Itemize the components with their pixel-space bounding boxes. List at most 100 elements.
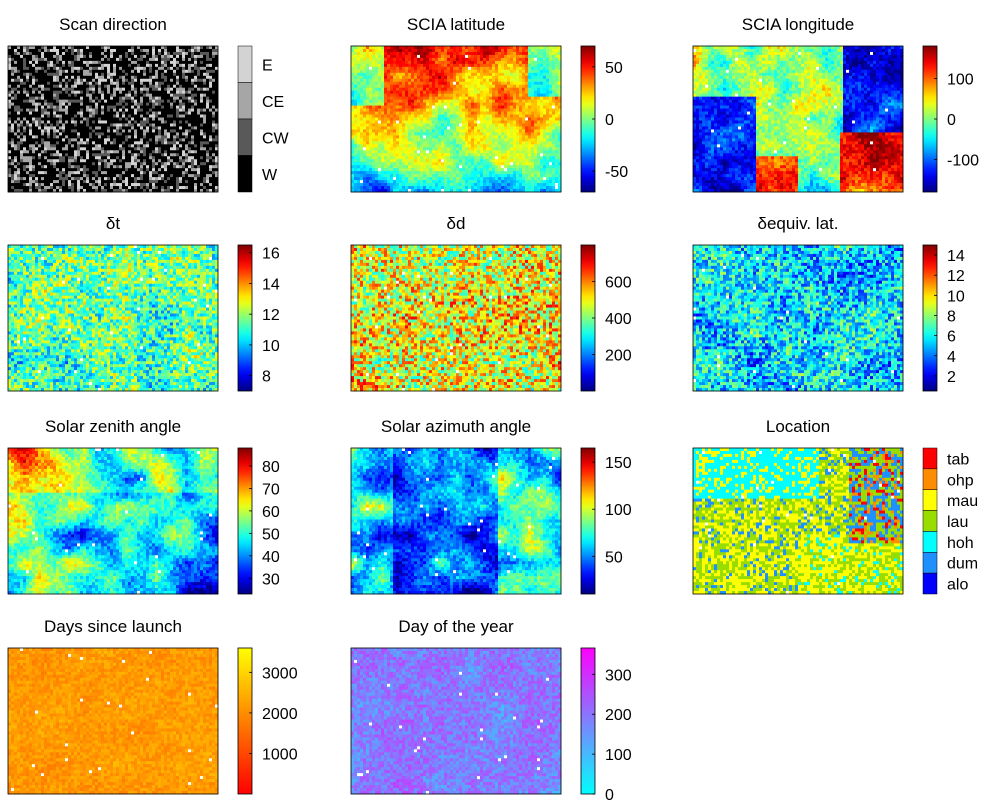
panel-solar-azimuth-angle: Solar azimuth angle 50 100 150 [351,417,632,594]
colorbar-category-swatch [923,511,937,532]
colorbar-category-label: hoh [947,535,974,552]
panel-location: Location tab ohp mau lau hoh dum alo [693,417,978,594]
colorbar-tick-label: 0 [605,112,614,129]
colorbar: 0 100 200 300 [581,648,632,800]
colorbar-category-label: lau [947,514,968,531]
colorbar-tick-label: 40 [262,549,280,566]
colorbar-tick-label: 8 [947,308,956,325]
colorbar-tick-label: 200 [605,707,632,724]
colorbar-gradient [923,245,937,391]
heatmap [351,648,561,794]
colorbar: tab ohp mau lau hoh dum alo [923,448,978,594]
colorbar-category-label: CW [262,130,290,147]
colorbar: 8 10 12 14 16 [238,245,280,391]
colorbar-tick-label: 2 [947,369,956,386]
colorbar-tick-label: 3000 [262,665,298,682]
panel-title: SCIA longitude [742,15,854,34]
colorbar-category-swatch [238,119,252,156]
colorbar-tick-label: 80 [262,459,280,476]
heatmap [8,46,218,192]
panel-title: Solar azimuth angle [381,417,531,436]
colorbar-tick-label: 10 [262,338,280,355]
panel-title: δequiv. lat. [758,214,839,233]
colorbar-tick-label: 50 [605,549,623,566]
colorbar-tick-label: 16 [262,246,280,263]
colorbar-tick-label: 12 [947,268,965,285]
colorbar-tick-label: 200 [605,348,632,365]
panel-title: δd [447,214,466,233]
panel-title: Scan direction [59,15,167,34]
colorbar-category-label: alo [947,577,968,594]
colorbar-category-swatch [238,46,252,83]
colorbar-category-swatch [923,531,937,552]
colorbar-tick-label: 600 [605,275,632,292]
colorbar-category-label: tab [947,451,969,468]
colorbar-tick-label: 60 [262,504,280,521]
panel-title: Solar zenith angle [45,417,181,436]
colorbar: 30 40 50 60 70 80 [238,448,280,594]
colorbar-category-label: ohp [947,472,974,489]
colorbar-tick-label: 12 [262,307,280,324]
colorbar-tick-label: 300 [605,667,632,684]
panel-day-of-the-year: Day of the year 0 100 200 300 [351,617,632,800]
panel-solar-zenith-angle: Solar zenith angle 30 40 50 60 70 80 [8,417,280,594]
colorbar-tick-label: 150 [605,455,632,472]
panel-title: Location [766,417,830,436]
heatmap [693,245,903,391]
colorbar-tick-label: 50 [605,60,623,77]
colorbar-category-swatch [923,490,937,511]
colorbar-category-swatch [238,83,252,120]
colorbar-tick-label: 50 [262,526,280,543]
panel-title: SCIA latitude [407,15,505,34]
colorbar-tick-label: -50 [605,164,628,181]
panel-scia-latitude: SCIA latitude -50 0 50 [351,15,628,192]
colorbar-gradient [581,648,595,794]
panel-delta-t: δt 8 10 12 14 16 [8,214,280,391]
colorbar-tick-label: 0 [605,787,614,800]
panel-title: δt [106,214,120,233]
colorbar-gradient [238,245,252,391]
colorbar-tick-label: 30 [262,571,280,588]
colorbar-tick-label: 100 [605,747,632,764]
colorbar-tick-label: 14 [262,276,280,293]
colorbar-tick-label: 4 [947,349,956,366]
colorbar-tick-label: 100 [605,502,632,519]
heatmap [351,448,561,594]
colorbar-category-label: W [262,167,278,184]
colorbar-tick-label: 6 [947,329,956,346]
heatmap [8,245,218,391]
heatmap [8,448,218,594]
colorbar-category-swatch [238,156,252,193]
colorbar-tick-label: 8 [262,369,271,386]
colorbar-category-swatch [923,573,937,594]
colorbar-tick-label: -100 [947,153,979,170]
colorbar: 50 100 150 [581,448,632,594]
colorbar: -50 0 50 [581,46,628,192]
colorbar-tick-label: 100 [947,71,974,88]
colorbar-tick-label: 70 [262,481,280,498]
colorbar-category-label: CE [262,94,284,111]
colorbar-tick-label: 2000 [262,706,298,723]
colorbar-category-swatch [923,469,937,490]
colorbar-gradient [238,648,252,794]
colorbar-gradient [581,448,595,594]
heatmap [693,46,903,192]
colorbar-tick-label: 400 [605,311,632,328]
colorbar-category-swatch [923,448,937,469]
heatmap [8,648,218,794]
heatmap [351,245,561,391]
colorbar-tick-label: 14 [947,248,965,265]
heatmap [351,46,561,192]
panel-title: Days since launch [44,617,182,636]
colorbar-category-label: dum [947,556,978,573]
panel-title: Day of the year [398,617,514,636]
heatmap [693,448,903,594]
colorbar-category-label: mau [947,493,978,510]
